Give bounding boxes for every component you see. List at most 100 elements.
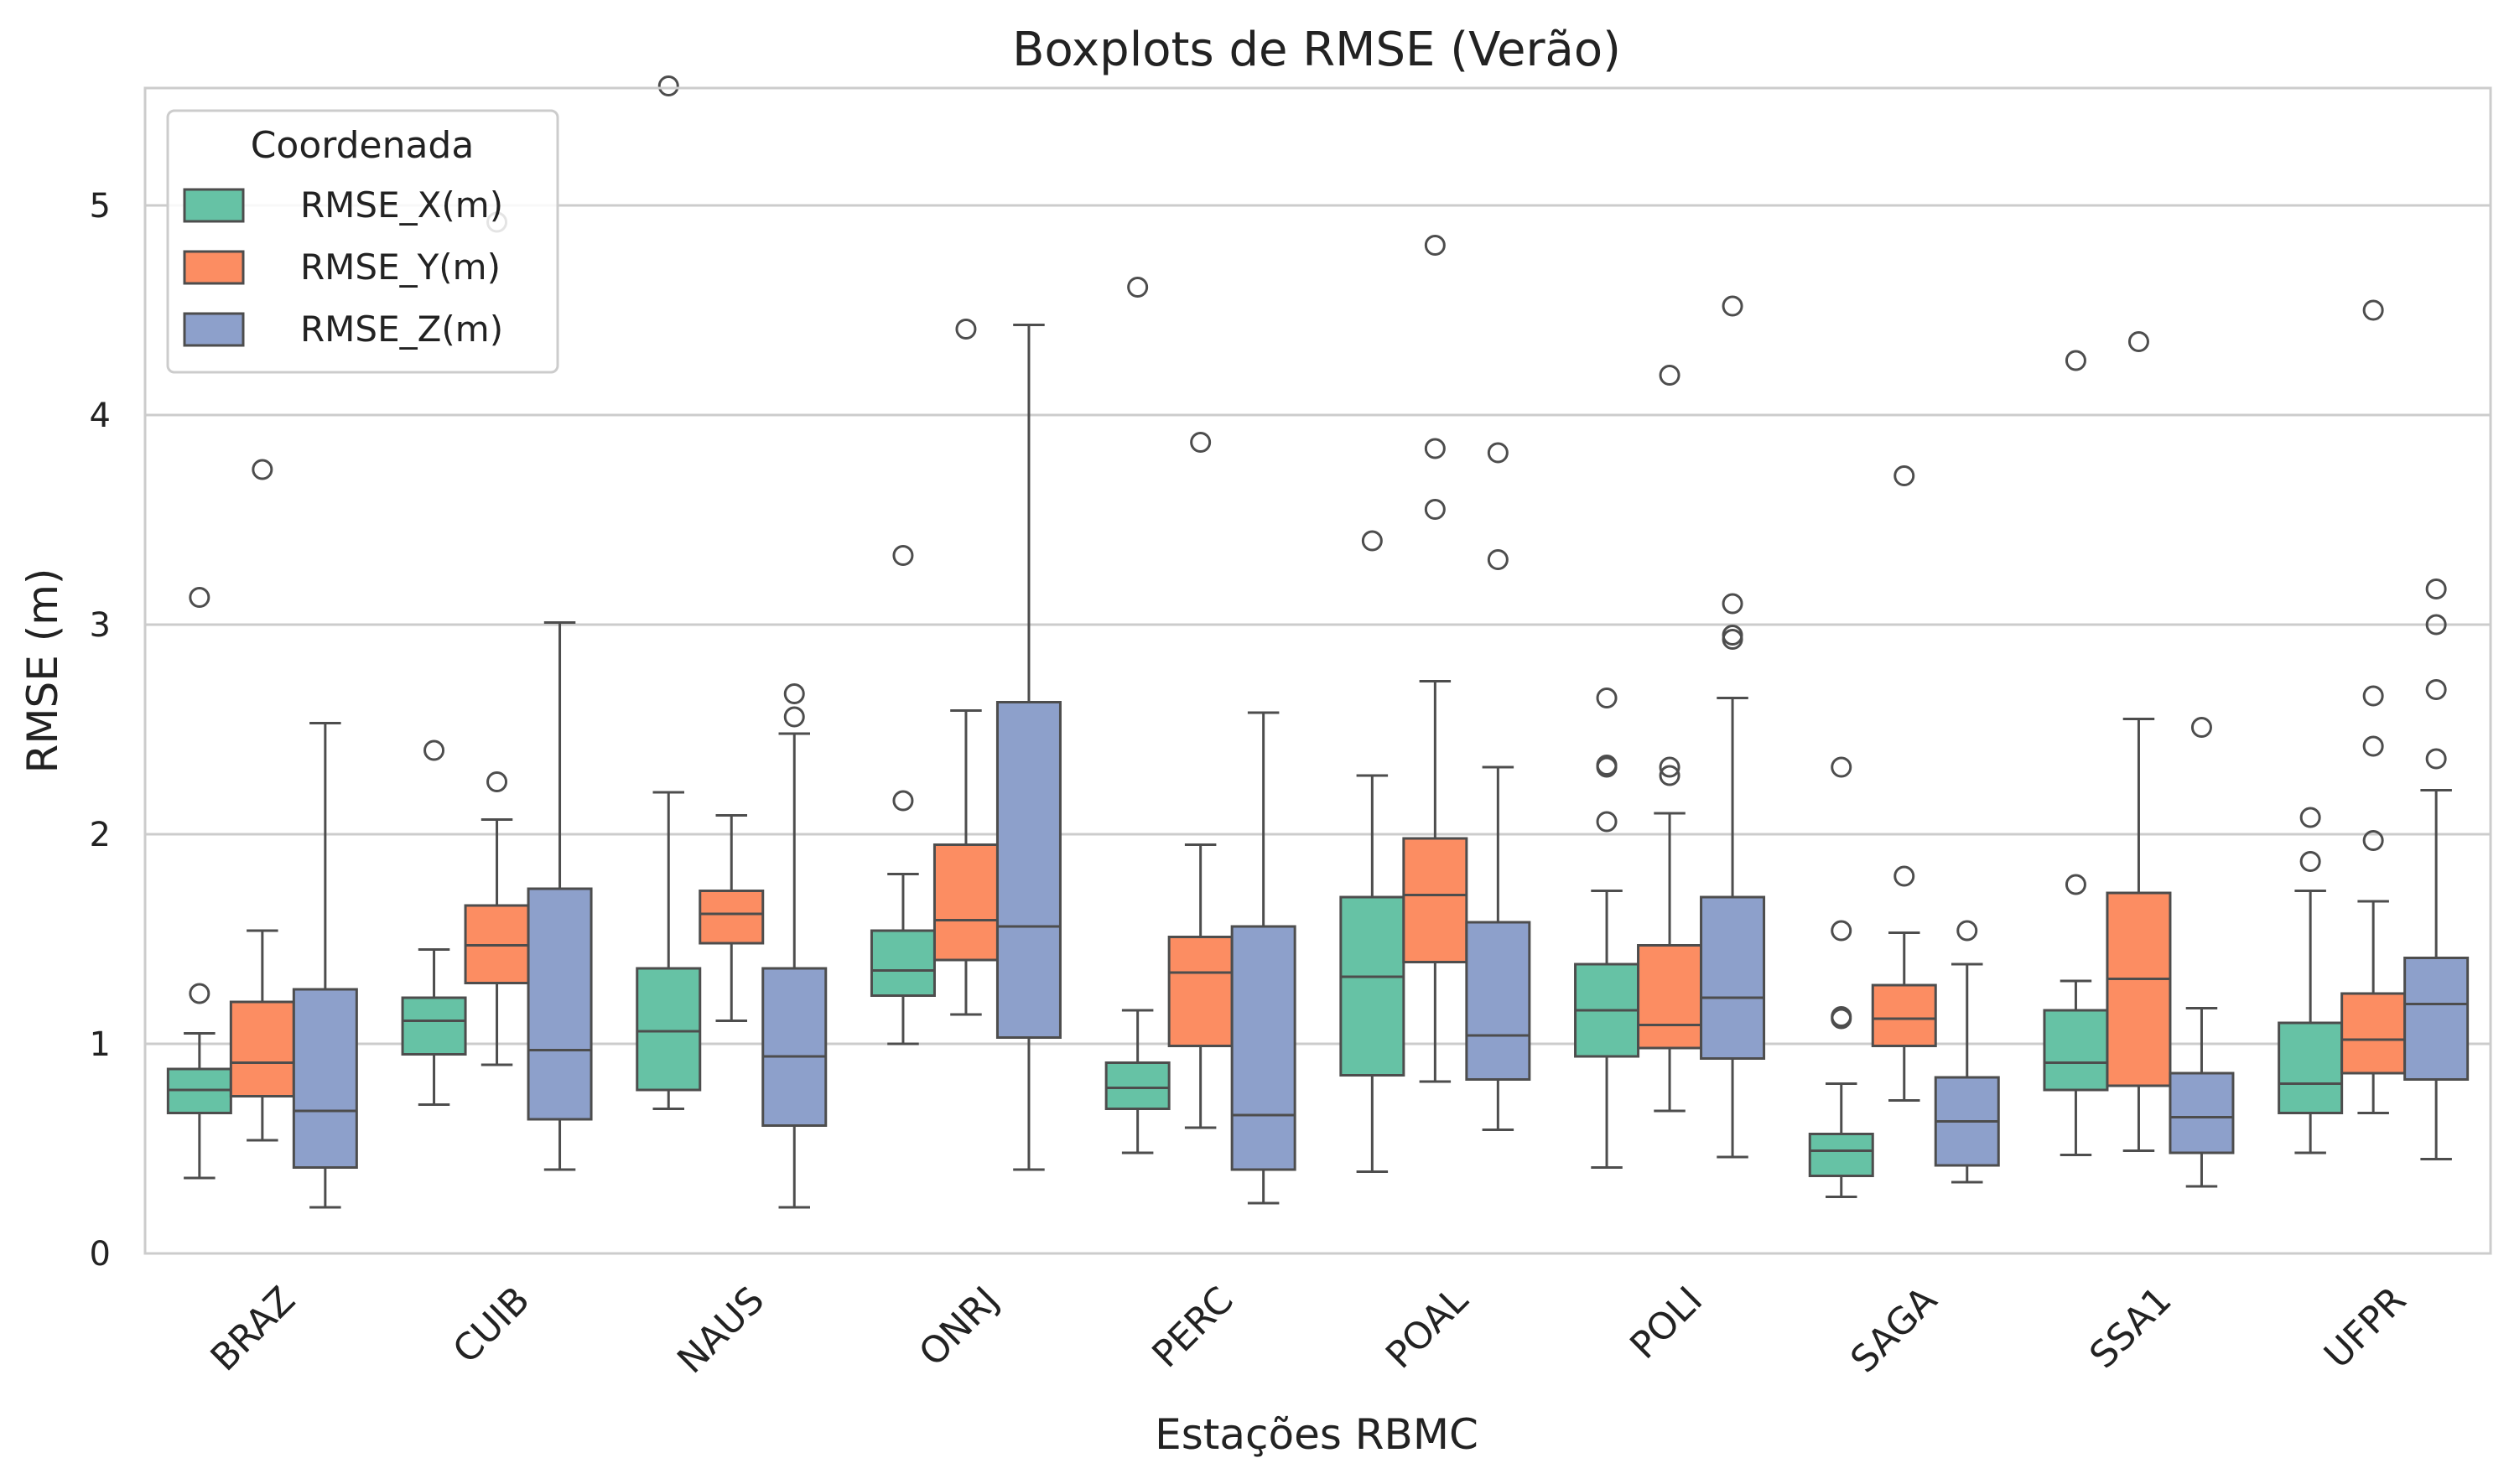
- outlier-point: [1659, 765, 1680, 786]
- outlier-point: [1424, 499, 1446, 520]
- box-POAL-RMSE_X(m): [1339, 530, 1405, 1173]
- iqr-box: [527, 887, 593, 1121]
- iqr-box: [292, 988, 358, 1169]
- outlier-point: [2065, 350, 2086, 371]
- box-POLI-RMSE_Z(m): [1700, 295, 1766, 1159]
- box-POAL-RMSE_Y(m): [1402, 235, 1468, 1083]
- y-axis-label: RMSE (m): [18, 568, 67, 774]
- outlier-point: [252, 459, 273, 480]
- box-SSA1-RMSE_X(m): [2043, 350, 2109, 1156]
- box-ONRJ-RMSE_Y(m): [932, 319, 999, 1016]
- box-BRAZ-RMSE_Y(m): [229, 459, 295, 1142]
- iqr-box: [2169, 1071, 2235, 1155]
- outlier-point: [1831, 920, 1852, 942]
- box-SSA1-RMSE_Z(m): [2169, 717, 2235, 1188]
- box-SSA1-RMSE_Y(m): [2106, 331, 2172, 1152]
- outlier-point: [783, 706, 805, 728]
- box-ONRJ-RMSE_Z(m): [995, 324, 1062, 1171]
- outlier-point: [1424, 235, 1446, 256]
- box-SAGA-RMSE_X(m): [1808, 756, 1874, 1198]
- box-PERC-RMSE_X(m): [1104, 277, 1171, 1155]
- iqr-box: [699, 890, 765, 945]
- outlier-point: [1659, 365, 1680, 386]
- outlier-point: [1424, 438, 1446, 459]
- box-UFPR-RMSE_Y(m): [2340, 299, 2407, 1114]
- outlier-point: [1956, 920, 1978, 942]
- outlier-point: [783, 683, 805, 704]
- box-POLI-RMSE_Y(m): [1637, 365, 1703, 1113]
- outlier-point: [1831, 1006, 1852, 1027]
- iqr-box: [1637, 944, 1703, 1050]
- outlier-point: [1487, 442, 1509, 464]
- x-axis-label: Estações RBMC: [1155, 1410, 1478, 1459]
- iqr-box: [1339, 895, 1405, 1077]
- y-tick-label: 5: [90, 187, 111, 226]
- box-POAL-RMSE_Z(m): [1465, 442, 1531, 1131]
- iqr-box: [636, 967, 702, 1092]
- iqr-box: [2403, 957, 2470, 1081]
- outlier-point: [892, 545, 914, 566]
- iqr-box: [1402, 837, 1468, 963]
- outlier-point: [892, 790, 914, 812]
- legend-label: RMSE_X(m): [300, 184, 503, 226]
- box-POLI-RMSE_X(m): [1574, 688, 1640, 1169]
- iqr-box: [1871, 983, 1937, 1047]
- iqr-box: [1465, 921, 1531, 1081]
- outlier-point: [2362, 299, 2384, 321]
- legend-item: RMSE_X(m): [183, 184, 503, 226]
- iqr-box: [761, 967, 828, 1127]
- iqr-box: [995, 701, 1062, 1039]
- outlier-point: [2299, 851, 2321, 872]
- outlier-point: [657, 75, 679, 96]
- iqr-box: [870, 929, 936, 997]
- iqr-box: [1104, 1061, 1171, 1110]
- outlier-point: [2362, 830, 2384, 851]
- iqr-box: [932, 843, 999, 962]
- box-SAGA-RMSE_Z(m): [1934, 920, 2000, 1184]
- box-BRAZ-RMSE_X(m): [166, 587, 232, 1180]
- box-NAUS-RMSE_X(m): [636, 75, 702, 1110]
- legend-swatch: [183, 250, 245, 285]
- y-tick-label: 1: [90, 1025, 111, 1064]
- box-BRAZ-RMSE_Z(m): [292, 722, 358, 1209]
- box-ONRJ-RMSE_X(m): [870, 545, 936, 1046]
- outlier-point: [1722, 625, 1743, 646]
- outlier-point: [1893, 865, 1915, 887]
- outlier-point: [189, 983, 210, 1004]
- legend-item: RMSE_Y(m): [183, 246, 501, 288]
- iqr-box: [2278, 1021, 2344, 1114]
- outlier-point: [189, 587, 210, 608]
- outlier-point: [2362, 685, 2384, 707]
- iqr-box: [2340, 992, 2407, 1075]
- outlier-point: [1596, 811, 1618, 833]
- box-PERC-RMSE_Z(m): [1230, 711, 1296, 1205]
- series-RMSE_Z(m): [292, 295, 2470, 1209]
- legend-label: RMSE_Z(m): [300, 309, 503, 350]
- iqr-box: [2043, 1009, 2109, 1092]
- box-NAUS-RMSE_Y(m): [699, 814, 765, 1022]
- iqr-box: [1230, 925, 1296, 1171]
- plot-frame: [143, 86, 2492, 1255]
- outlier-point: [2425, 614, 2447, 636]
- box-PERC-RMSE_Y(m): [1167, 432, 1234, 1129]
- legend-label: RMSE_Y(m): [300, 246, 501, 288]
- legend: Coordenada RMSE_X(m) RMSE_Y(m) RMSE_Z(m): [166, 109, 559, 374]
- legend-box: [166, 109, 559, 374]
- y-tick-label: 0: [90, 1235, 111, 1274]
- outlier-point: [1361, 530, 1383, 552]
- outlier-point: [1596, 688, 1618, 708]
- iqr-box: [1167, 936, 1234, 1047]
- outlier-point: [423, 739, 445, 761]
- legend-item: RMSE_Z(m): [183, 309, 503, 350]
- box-SAGA-RMSE_Y(m): [1871, 465, 1937, 1102]
- box-CUIB-RMSE_X(m): [401, 739, 467, 1106]
- outlier-point: [1659, 756, 1680, 778]
- series-RMSE_X(m): [166, 75, 2344, 1198]
- y-tick-label: 4: [90, 397, 111, 435]
- iqr-box: [1700, 895, 1766, 1060]
- iqr-box: [401, 996, 467, 1056]
- outlier-point: [1831, 756, 1852, 778]
- outlier-point: [1127, 277, 1149, 298]
- box-CUIB-RMSE_Z(m): [527, 621, 593, 1171]
